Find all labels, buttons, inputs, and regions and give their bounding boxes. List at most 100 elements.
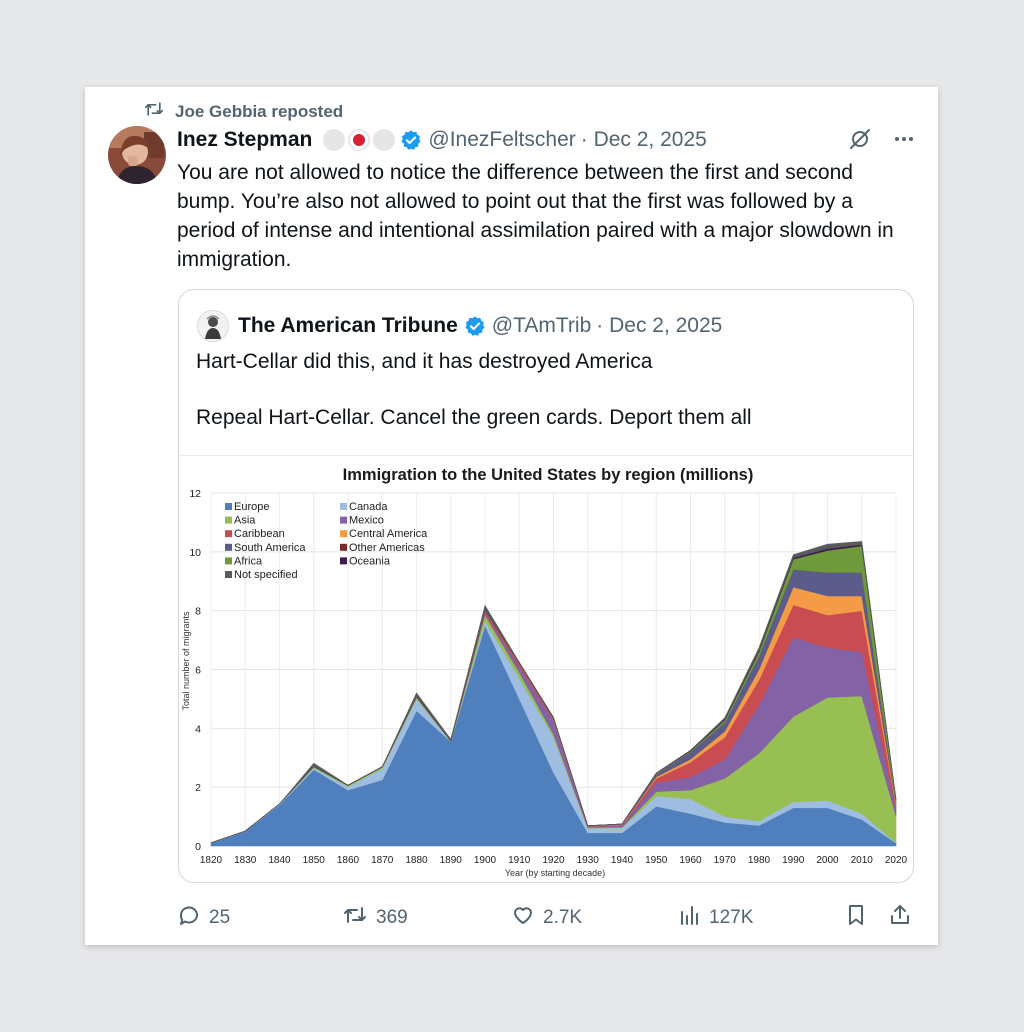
author-name[interactable]: Inez Stepman (177, 128, 313, 151)
x-tick-label: 1880 (405, 855, 428, 866)
x-tick-label: 1980 (748, 855, 771, 866)
chart-image[interactable]: Immigration to the United States by regi… (179, 455, 913, 882)
x-tick-label: 1840 (268, 855, 291, 866)
quote-author-name[interactable]: The American Tribune (238, 314, 458, 337)
quoted-tweet[interactable]: The American Tribune @TAmTrib · Dec 2, 2… (178, 289, 914, 883)
legend-label: Not specified (234, 569, 298, 581)
legend-label: Africa (234, 555, 263, 567)
avatar[interactable] (108, 126, 166, 184)
bookmark-button[interactable] (845, 903, 867, 933)
quote-author-handle[interactable]: @TAmTrib (491, 314, 592, 337)
x-tick-label: 1950 (645, 855, 668, 866)
legend-swatch (340, 530, 347, 538)
verified-badge-icon (464, 315, 486, 337)
y-tick-label: 8 (195, 606, 201, 618)
legend-swatch (225, 571, 232, 578)
legend-swatch (340, 516, 347, 524)
legend-swatch (225, 530, 232, 538)
reply-count: 25 (209, 907, 231, 928)
legend-label: Caribbean (234, 528, 285, 540)
like-count: 2.7K (543, 907, 583, 928)
grok-icon[interactable] (848, 127, 872, 156)
x-tick-label: 2000 (816, 855, 839, 866)
x-tick-label: 1930 (577, 855, 600, 866)
chart-x-label: Year (by starting decade) (505, 868, 605, 878)
legend-label: Asia (234, 515, 256, 527)
legend-label: Europe (234, 501, 269, 513)
x-tick-label: 1820 (200, 855, 223, 866)
y-tick-label: 2 (195, 782, 201, 794)
y-tick-label: 4 (195, 723, 201, 735)
quote-date[interactable]: · Dec 2, 2025 (596, 314, 723, 337)
post-text: You are not allowed to notice the differ… (177, 161, 894, 271)
legend-label: Mexico (349, 515, 384, 527)
quote-avatar[interactable] (197, 310, 229, 342)
views-chart-icon (679, 903, 701, 933)
legend-label: Oceania (349, 555, 391, 567)
legend-swatch (340, 557, 347, 565)
legend-swatch (225, 503, 232, 510)
repost-count: 369 (376, 907, 408, 928)
x-tick-label: 1960 (679, 855, 702, 866)
quote-header: The American Tribune @TAmTrib · Dec 2, 2… (197, 310, 722, 342)
legend-swatch (225, 543, 232, 551)
bookmark-icon (845, 903, 867, 933)
y-tick-label: 0 (195, 841, 201, 853)
more-options-icon[interactable] (892, 127, 916, 156)
chart-title: Immigration to the United States by regi… (343, 466, 754, 484)
flag-circle-icon (323, 129, 346, 151)
chart-y-label: Total number of migrants (181, 611, 191, 711)
x-tick-label: 1970 (714, 855, 737, 866)
quote-text: Hart-Cellar did this, and it has destroy… (196, 348, 752, 432)
x-tick-label: 2020 (885, 855, 908, 866)
post-header: Inez Stepman @InezFeltscher · Dec 2, 202… (177, 128, 707, 152)
reply-icon (177, 903, 201, 933)
legend-label: Central America (349, 528, 428, 540)
y-tick-label: 10 (189, 547, 201, 559)
flag-dot-icon (348, 129, 371, 151)
y-tick-label: 12 (189, 488, 201, 500)
x-tick-label: 1900 (474, 855, 497, 866)
x-tick-label: 1890 (440, 855, 463, 866)
x-tick-label: 1870 (371, 855, 394, 866)
legend-label: Canada (349, 501, 388, 513)
x-tick-label: 1910 (508, 855, 531, 866)
views-button[interactable]: 127K (679, 903, 753, 933)
legend-label: Other Americas (349, 542, 425, 554)
repost-button[interactable]: 369 (342, 903, 408, 933)
repost-icon (342, 903, 368, 933)
share-icon (888, 903, 912, 933)
x-tick-label: 1860 (337, 855, 360, 866)
like-button[interactable]: 2.7K (511, 903, 582, 933)
view-count: 127K (709, 907, 754, 928)
x-tick-label: 1920 (542, 855, 565, 866)
repost-icon (143, 99, 165, 124)
quote-line-1: Hart-Cellar did this, and it has destroy… (196, 350, 653, 373)
legend-swatch (340, 543, 347, 551)
heart-icon (511, 903, 535, 933)
area-series-not-specified (210, 541, 897, 844)
x-tick-label: 1940 (611, 855, 634, 866)
x-tick-label: 1990 (782, 855, 805, 866)
x-tick-label: 1830 (234, 855, 257, 866)
x-tick-label: 2010 (851, 855, 874, 866)
legend-swatch (225, 516, 232, 524)
reply-button[interactable]: 25 (177, 903, 230, 933)
tweet-card[interactable]: Joe Gebbia reposted Inez Stepman @InezFe… (85, 87, 938, 945)
quote-line-2: Repeal Hart-Cellar. Cancel the green car… (196, 406, 752, 429)
repost-label[interactable]: Joe Gebbia reposted (175, 101, 344, 121)
action-bar: 25 369 2.7K 127K (85, 895, 938, 935)
flag-circle-icon (373, 129, 396, 151)
legend-swatch (340, 503, 347, 510)
legend-swatch (225, 557, 232, 565)
share-button[interactable] (888, 903, 912, 933)
legend-label: South America (234, 542, 306, 554)
y-tick-label: 6 (195, 665, 201, 677)
post-top-actions (848, 127, 916, 156)
immigration-area-chart: Immigration to the United States by regi… (181, 466, 908, 878)
x-tick-label: 1850 (303, 855, 326, 866)
repost-indicator: Joe Gebbia reposted (143, 99, 343, 124)
author-handle[interactable]: @InezFeltscher (428, 128, 576, 151)
post-date[interactable]: · Dec 2, 2025 (580, 128, 707, 151)
verified-badge-icon (400, 129, 422, 151)
